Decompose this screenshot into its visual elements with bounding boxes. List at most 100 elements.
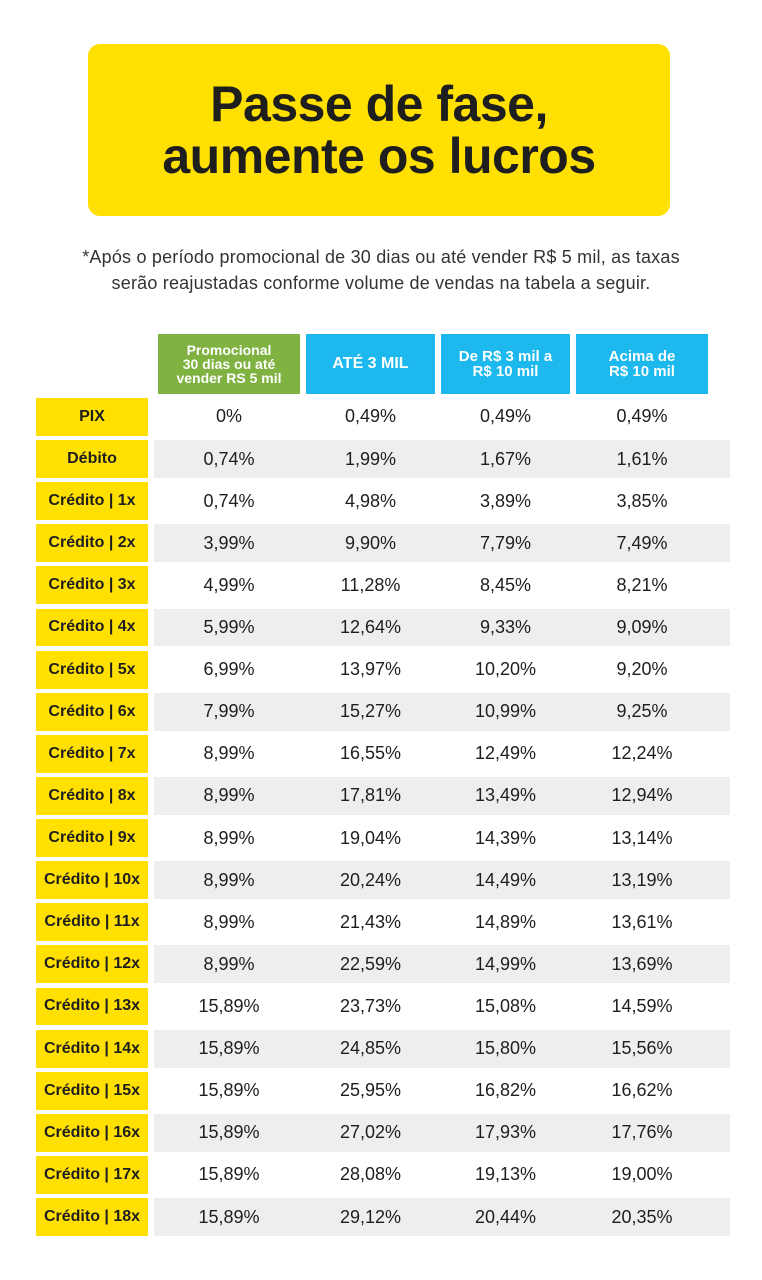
- cell-acima-10-mil: 9,09%: [616, 616, 668, 637]
- cell-promocional: 8,99%: [203, 827, 255, 848]
- cell-acima-10-mil: 12,94%: [611, 785, 673, 806]
- row-label: Débito: [36, 440, 148, 478]
- row-label: Crédito | 9x: [36, 819, 148, 857]
- cell-de-3-a-10-mil: 14,99%: [474, 953, 537, 974]
- title-banner: Passe de fase, aumente os lucros: [88, 44, 670, 216]
- cell-de-3-a-10-mil: 15,80%: [474, 1038, 537, 1059]
- header-promocional-line-2: 30 dias ou até: [182, 356, 276, 372]
- cell-ate-3-mil: 25,95%: [339, 1080, 402, 1101]
- cell-acima-10-mil: 17,76%: [611, 1122, 673, 1143]
- cell-promocional: 8,99%: [203, 911, 255, 932]
- row-label: PIX: [36, 398, 148, 436]
- table-row: Crédito | 14x 15,89% 24,85% 15,80% 15,56…: [36, 1029, 730, 1068]
- cell-ate-3-mil: 13,97%: [339, 659, 402, 680]
- promo-note-line-2: serão reajustadas conforme volume de ven…: [111, 273, 651, 293]
- row-band: [154, 524, 730, 563]
- row-label: Crédito | 17x: [36, 1155, 148, 1194]
- cell-promocional: 15,89%: [198, 1122, 260, 1143]
- row-band: [154, 1155, 730, 1194]
- cell-acima-10-mil: 14,59%: [611, 995, 673, 1016]
- cell-promocional: 15,89%: [198, 1038, 260, 1059]
- header-acima-10-mil-line-1: Acima de: [608, 348, 676, 365]
- header-ate-3-mil-label: ATÉ 3 MIL: [332, 355, 409, 372]
- row-band: [154, 440, 730, 478]
- row-label: Crédito | 7x: [36, 734, 148, 773]
- table-row: Débito 0,74% 1,99% 1,67% 1,61%: [36, 440, 730, 478]
- table-row: Crédito | 4x 5,99% 12,64% 9,33% 9,09%: [36, 608, 730, 647]
- row-band: [154, 650, 730, 689]
- table-row: Crédito | 9x 8,99% 19,04% 14,39% 13,14%: [36, 819, 730, 857]
- row-band: [154, 903, 730, 942]
- cell-de-3-a-10-mil: 12,49%: [474, 743, 537, 764]
- row-band: [154, 566, 730, 605]
- table-row: Crédito | 1x 0,74% 4,98% 3,89% 3,85%: [36, 482, 730, 521]
- cell-acima-10-mil: 8,21%: [616, 574, 668, 595]
- cell-de-3-a-10-mil: 15,08%: [474, 995, 537, 1016]
- row-label: Crédito | 13x: [36, 987, 148, 1026]
- cell-de-3-a-10-mil: 3,89%: [479, 490, 532, 511]
- row-label: Crédito | 1x: [36, 482, 148, 521]
- cell-promocional: 8,99%: [203, 785, 255, 806]
- row-label: Crédito | 11x: [36, 903, 148, 942]
- cell-promocional: 4,99%: [203, 574, 255, 595]
- cell-acima-10-mil: 7,49%: [616, 532, 668, 553]
- row-label: Crédito | 3x: [36, 566, 148, 605]
- cell-acima-10-mil: 12,24%: [611, 743, 673, 764]
- table-row: Crédito | 13x 15,89% 23,73% 15,08% 14,59…: [36, 987, 730, 1026]
- table-row: Crédito | 16x 15,89% 27,02% 17,93% 17,76…: [36, 1113, 730, 1152]
- cell-ate-3-mil: 16,55%: [339, 743, 402, 764]
- cell-promocional: 0%: [215, 406, 242, 427]
- row-band: [154, 776, 730, 815]
- cell-de-3-a-10-mil: 16,82%: [474, 1080, 537, 1101]
- promo-note: *Após o período promocional de 30 dias o…: [20, 244, 742, 296]
- cell-promocional: 8,99%: [203, 953, 255, 974]
- row-label: Crédito | 18x: [36, 1198, 148, 1236]
- cell-ate-3-mil: 22,59%: [339, 953, 402, 974]
- cell-ate-3-mil: 19,04%: [339, 827, 402, 848]
- cell-de-3-a-10-mil: 14,49%: [474, 869, 537, 890]
- row-band: [154, 987, 730, 1026]
- table-row: Crédito | 8x 8,99% 17,81% 13,49% 12,94%: [36, 776, 730, 815]
- row-band: [154, 398, 730, 436]
- row-label: Crédito | 14x: [36, 1029, 148, 1068]
- row-label: Crédito | 15x: [36, 1071, 148, 1110]
- cell-acima-10-mil: 15,56%: [611, 1038, 673, 1059]
- row-band: [154, 1198, 730, 1236]
- row-label: Crédito | 5x: [36, 650, 148, 689]
- cell-promocional: 8,99%: [203, 869, 255, 890]
- table-row: Crédito | 6x 7,99% 15,27% 10,99% 9,25%: [36, 692, 730, 731]
- row-band: [154, 1029, 730, 1068]
- cell-promocional: 15,89%: [198, 1206, 260, 1227]
- cell-ate-3-mil: 28,08%: [339, 1164, 402, 1185]
- header-de-3-a-10-mil-line-1: De R$ 3 mil a: [458, 348, 553, 365]
- cell-acima-10-mil: 13,69%: [611, 953, 673, 974]
- cell-acima-10-mil: 19,00%: [611, 1164, 673, 1185]
- cell-de-3-a-10-mil: 10,20%: [474, 659, 537, 680]
- cell-acima-10-mil: 20,35%: [611, 1206, 673, 1227]
- cell-acima-10-mil: 13,61%: [611, 911, 673, 932]
- cell-de-3-a-10-mil: 0,49%: [479, 406, 532, 427]
- row-band: [154, 734, 730, 773]
- title-line-2: aumente os lucros: [162, 128, 596, 184]
- cell-ate-3-mil: 15,27%: [339, 701, 402, 722]
- header-promocional-line-3: vender RS 5 mil: [176, 370, 282, 386]
- cell-acima-10-mil: 13,19%: [611, 869, 673, 890]
- row-label: Crédito | 4x: [36, 608, 148, 647]
- row-label: Crédito | 6x: [36, 692, 148, 731]
- cell-promocional: 8,99%: [203, 743, 255, 764]
- row-band: [154, 861, 730, 900]
- cell-promocional: 0,74%: [203, 448, 255, 469]
- cell-de-3-a-10-mil: 9,33%: [479, 616, 532, 637]
- row-band: [154, 482, 730, 521]
- promo-note-line-1: *Após o período promocional de 30 dias o…: [82, 247, 680, 267]
- table-row: Crédito | 5x 6,99% 13,97% 10,20% 9,20%: [36, 650, 730, 689]
- row-band: [154, 1113, 730, 1152]
- cell-promocional: 6,99%: [203, 659, 255, 680]
- cell-promocional: 7,99%: [203, 701, 255, 722]
- cell-ate-3-mil: 27,02%: [339, 1122, 402, 1143]
- cell-ate-3-mil: 11,28%: [340, 574, 401, 595]
- cell-promocional: 15,89%: [198, 1164, 260, 1185]
- cell-de-3-a-10-mil: 13,49%: [474, 785, 537, 806]
- cell-ate-3-mil: 1,99%: [344, 448, 397, 469]
- table-row: Crédito | 15x 15,89% 25,95% 16,82% 16,62…: [36, 1071, 730, 1110]
